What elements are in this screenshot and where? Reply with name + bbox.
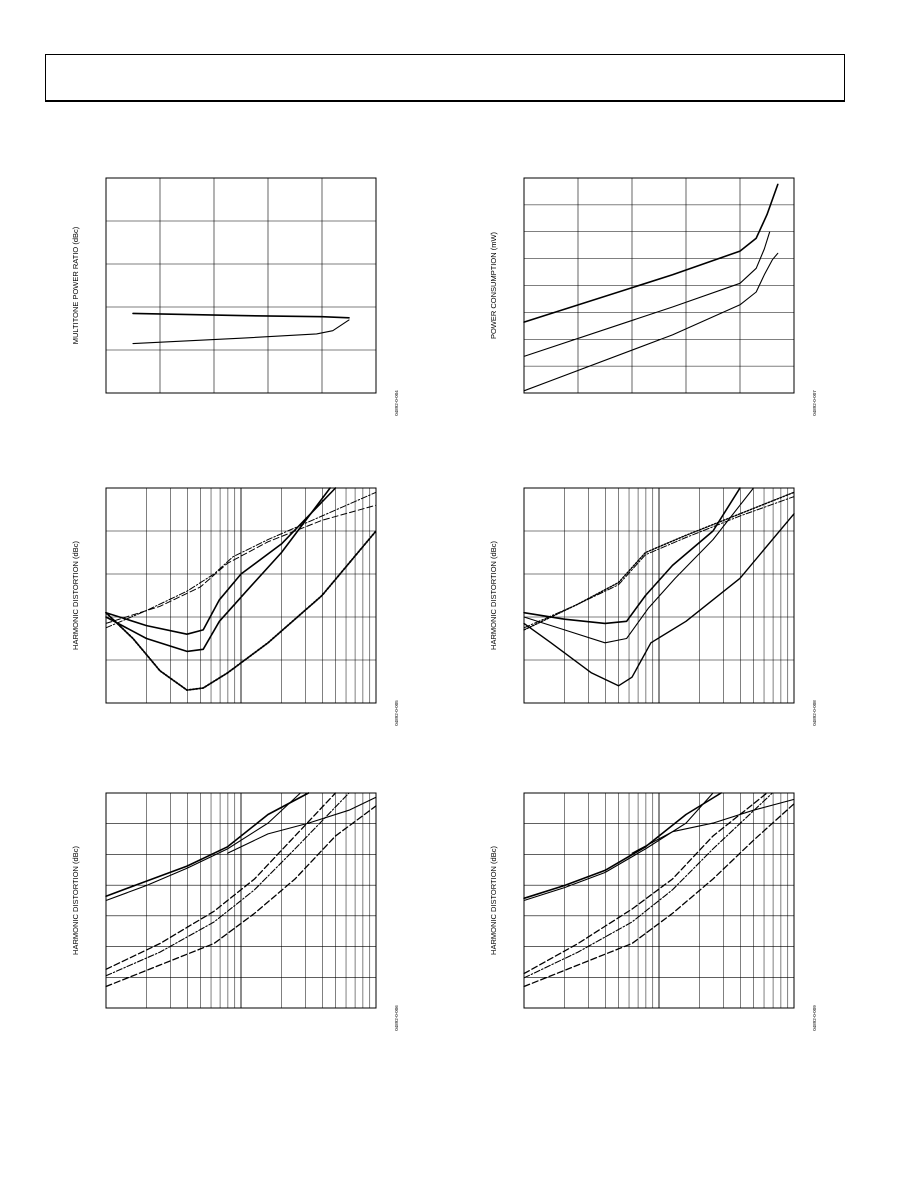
series-line-3	[105, 530, 377, 692]
series-line-1	[523, 792, 722, 900]
series-line-2	[523, 792, 714, 902]
series-line-5	[105, 504, 377, 624]
series-line-5	[523, 496, 795, 629]
series-line-1	[105, 792, 310, 897]
figure-id: 04892-0-004	[394, 390, 399, 416]
chart-mtpr: MULTITONE POWER RATIO (dBc) 04892-0-004	[71, 177, 399, 416]
y-axis-label: HARMONIC DISTORTION (dBc)	[489, 846, 498, 955]
series-line-6	[523, 803, 795, 988]
series-line-4	[523, 792, 768, 975]
series-line-3	[631, 798, 795, 854]
chart-harmonic-distortion-1: HARMONIC DISTORTION (dBc) 04892-0-005	[71, 487, 399, 726]
series-line-1	[523, 183, 779, 323]
plot-frame	[105, 177, 377, 394]
y-axis-label: HARMONIC DISTORTION (dBc)	[489, 541, 498, 650]
y-axis-label: HARMONIC DISTORTION (dBc)	[71, 846, 80, 955]
chart-harmonic-distortion-3: HARMONIC DISTORTION (dBc) 04892-0-006	[71, 792, 399, 1031]
series-line-5	[105, 792, 350, 977]
series-line-2	[132, 319, 350, 345]
y-axis-label: HARMONIC DISTORTION (dBc)	[71, 541, 80, 650]
chart-harmonic-distortion-4: HARMONIC DISTORTION (dBc) 04892-0-009	[489, 792, 817, 1031]
figure-id: 04892-0-009	[812, 1005, 817, 1031]
series-line-2	[523, 487, 755, 644]
chart-power-consumption: POWER CONSUMPTION (mW) 04892-0-007	[489, 177, 817, 416]
series-line-2	[105, 487, 331, 653]
series-line-4	[105, 792, 337, 970]
series-line-2	[105, 792, 301, 902]
figure-id: 04892-0-007	[812, 390, 817, 416]
chart-harmonic-distortion-2: HARMONIC DISTORTION (dBc) 04892-0-008	[489, 487, 817, 726]
series-line-1	[523, 487, 741, 625]
series-line-1	[132, 312, 350, 319]
figure-id: 04892-0-006	[394, 1005, 399, 1031]
figure-id: 04892-0-005	[394, 700, 399, 726]
series-line-3	[523, 252, 779, 392]
series-line-6	[105, 805, 377, 988]
series-line-4	[105, 491, 377, 629]
figure-id: 04892-0-008	[812, 700, 817, 726]
series-line-1	[105, 487, 337, 635]
series-line-3	[226, 796, 377, 854]
page-header-box	[45, 54, 845, 102]
y-axis-label: MULTITONE POWER RATIO (dBc)	[71, 226, 80, 344]
series-line-3	[523, 513, 795, 687]
series-line-2	[523, 231, 771, 357]
series-line-5	[523, 792, 773, 979]
y-axis-label: POWER CONSUMPTION (mW)	[489, 231, 498, 339]
